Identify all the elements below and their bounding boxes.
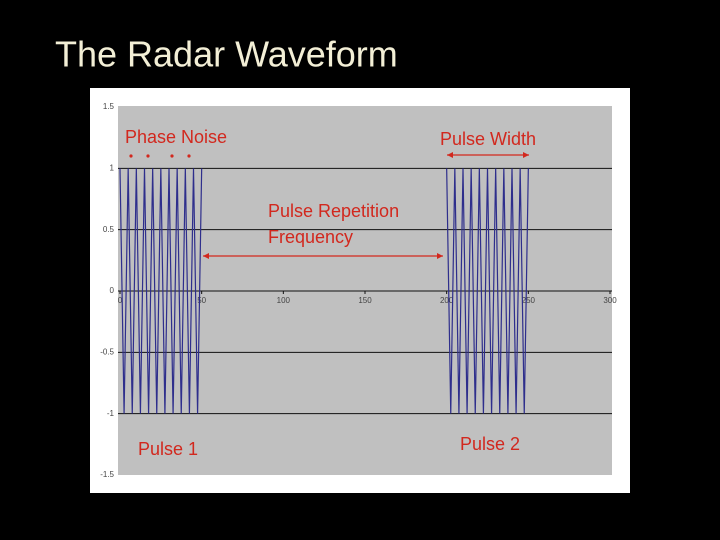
annotation: Pulse Width [440, 129, 536, 149]
annotation: Frequency [268, 227, 353, 247]
waveform [119, 168, 529, 414]
annotation: Pulse 1 [138, 439, 198, 459]
y-tick-label: 1 [110, 163, 115, 172]
y-tick-label: -1 [107, 409, 115, 418]
slide-title: The Radar Waveform [55, 34, 398, 75]
y-tick-label: -0.5 [100, 347, 114, 356]
annotation: Pulse Repetition [268, 201, 399, 221]
y-tick-label: 1.5 [103, 102, 115, 111]
phase-marker [129, 154, 133, 158]
x-tick-label: 200 [440, 296, 454, 305]
x-tick-label: 300 [603, 296, 617, 305]
annotation: Phase Noise [125, 127, 227, 147]
phase-marker [187, 154, 191, 158]
x-tick-label: 0 [118, 296, 123, 305]
y-tick-label: 0.5 [103, 225, 115, 234]
x-tick-label: 50 [197, 296, 206, 305]
arrow-head [447, 152, 453, 158]
arrow-head [523, 152, 529, 158]
phase-marker [170, 154, 174, 158]
y-tick-label: -1.5 [100, 470, 114, 479]
x-tick-label: 150 [358, 296, 372, 305]
x-tick-label: 250 [522, 296, 536, 305]
arrow-head [203, 253, 209, 259]
y-tick-label: 0 [110, 286, 115, 295]
annotation: Pulse 2 [460, 434, 520, 454]
phase-marker [146, 154, 150, 158]
arrow-head [437, 253, 443, 259]
x-tick-label: 100 [277, 296, 291, 305]
